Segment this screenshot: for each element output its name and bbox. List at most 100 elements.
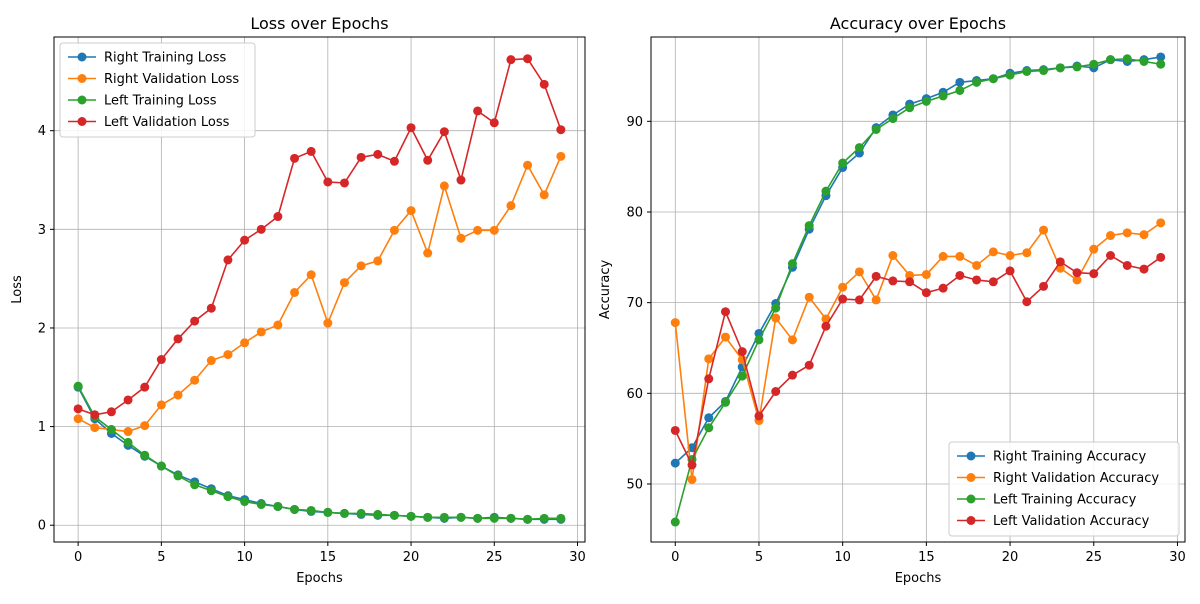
legend-label: Right Training Loss xyxy=(104,51,227,66)
data-point xyxy=(539,513,549,523)
legend-label: Right Training Accuracy xyxy=(993,450,1146,465)
data-point xyxy=(439,127,449,137)
data-point xyxy=(938,251,948,261)
data-point xyxy=(339,178,349,188)
data-point xyxy=(754,411,764,421)
data-point xyxy=(1072,275,1082,285)
y-tick-label: 50 xyxy=(626,477,643,492)
data-point xyxy=(704,354,714,364)
data-point xyxy=(972,77,982,87)
data-point xyxy=(1156,218,1166,228)
data-point xyxy=(489,225,499,235)
data-point xyxy=(439,512,449,522)
legend-marker xyxy=(77,52,87,62)
data-point xyxy=(306,505,316,515)
x-tick-label: 10 xyxy=(236,550,253,565)
legend-box xyxy=(59,42,256,138)
data-point xyxy=(804,292,814,302)
y-tick-label: 60 xyxy=(626,387,643,402)
data-point xyxy=(290,287,300,297)
data-point xyxy=(938,91,948,101)
data-point xyxy=(406,123,416,133)
data-point xyxy=(921,270,931,280)
x-tick-label: 0 xyxy=(671,550,679,565)
data-point xyxy=(373,509,383,519)
data-point xyxy=(888,276,898,286)
data-point xyxy=(106,425,116,435)
data-point xyxy=(339,508,349,518)
data-point xyxy=(854,267,864,277)
legend-label: Right Validation Loss xyxy=(104,72,239,87)
y-tick-label: 70 xyxy=(626,296,643,311)
data-point xyxy=(456,233,466,243)
data-point xyxy=(306,270,316,280)
x-tick-label: 30 xyxy=(569,550,586,565)
data-point xyxy=(1139,56,1149,66)
data-point xyxy=(1055,63,1065,73)
data-point xyxy=(1005,251,1015,261)
data-point xyxy=(240,338,250,348)
data-point xyxy=(720,307,730,317)
y-tick-label: 1 xyxy=(38,420,46,435)
data-point xyxy=(156,461,166,471)
data-point xyxy=(506,201,516,211)
data-point xyxy=(140,382,150,392)
data-point xyxy=(854,143,864,153)
y-tick-label: 0 xyxy=(38,519,46,534)
x-tick-label: 0 xyxy=(74,550,82,565)
data-point xyxy=(473,225,483,235)
data-point xyxy=(389,225,399,235)
plot-frame xyxy=(650,36,1186,543)
data-point xyxy=(539,190,549,200)
data-point xyxy=(670,425,680,435)
data-point xyxy=(1156,252,1166,262)
data-point xyxy=(804,360,814,370)
data-point xyxy=(1039,66,1049,76)
data-point xyxy=(423,155,433,165)
data-point xyxy=(720,332,730,342)
data-point xyxy=(473,106,483,116)
data-point xyxy=(1106,251,1116,261)
series-line xyxy=(674,222,1162,480)
data-point xyxy=(240,497,250,507)
x-tick-label: 25 xyxy=(1085,550,1102,565)
data-point xyxy=(670,318,680,328)
data-point xyxy=(423,248,433,258)
data-point xyxy=(921,288,931,298)
data-point xyxy=(1005,266,1015,276)
data-point xyxy=(373,256,383,266)
data-point xyxy=(955,77,965,87)
data-point xyxy=(323,318,333,328)
data-point xyxy=(506,513,516,523)
data-point xyxy=(754,335,764,345)
data-point xyxy=(273,212,283,222)
data-point xyxy=(871,124,881,134)
data-point xyxy=(156,400,166,410)
data-point xyxy=(854,295,864,305)
data-point xyxy=(223,350,233,360)
data-point xyxy=(720,397,730,407)
data-point xyxy=(223,492,233,502)
data-point xyxy=(123,395,133,405)
y-tick-label: 80 xyxy=(626,205,643,220)
legend-marker xyxy=(966,494,976,504)
data-point xyxy=(955,85,965,95)
data-point xyxy=(804,221,814,231)
data-point xyxy=(838,158,848,168)
data-point xyxy=(687,460,697,470)
legend-marker xyxy=(966,473,976,482)
data-point xyxy=(273,501,283,511)
data-point xyxy=(123,437,133,447)
data-point xyxy=(1089,59,1099,69)
x-tick-label: 30 xyxy=(1169,550,1186,565)
data-point xyxy=(1022,297,1032,307)
data-point xyxy=(556,125,566,135)
data-point xyxy=(256,327,266,337)
data-point xyxy=(905,103,915,113)
y-tick-label: 90 xyxy=(626,115,643,130)
data-point xyxy=(106,407,116,417)
data-point xyxy=(423,512,433,522)
y-tick-label: 3 xyxy=(38,223,46,238)
legend-label: Left Training Accuracy xyxy=(993,493,1137,508)
data-point xyxy=(173,334,183,344)
